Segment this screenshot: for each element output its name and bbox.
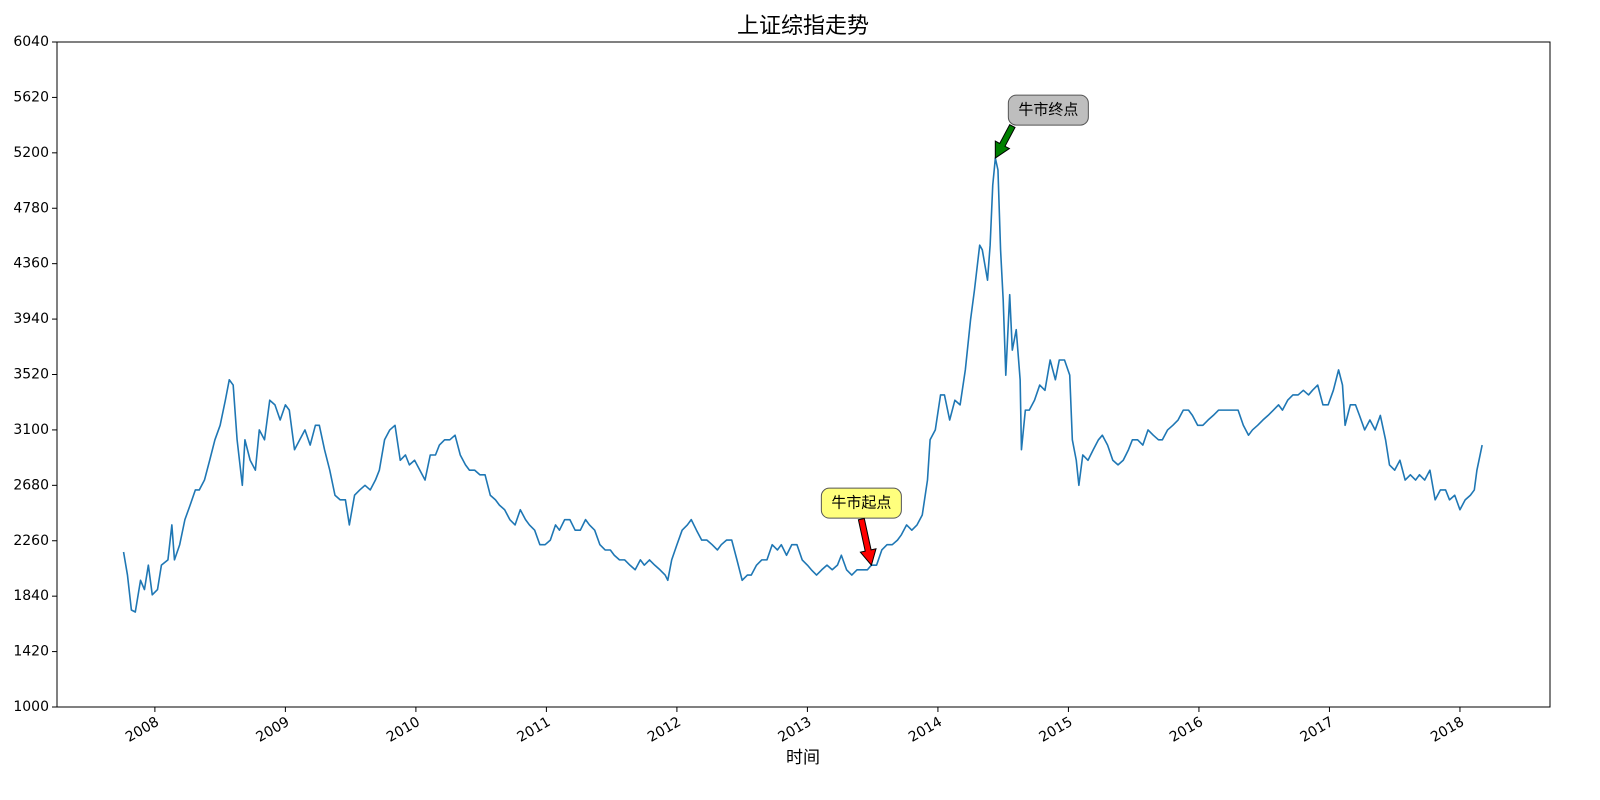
y-tick-label: 1420 xyxy=(13,644,49,660)
y-tick-label: 6040 xyxy=(13,34,49,50)
y-tick-label: 2680 xyxy=(13,477,49,493)
y-tick-label: 3100 xyxy=(13,422,49,438)
annotation-box xyxy=(1007,94,1089,126)
y-tick-label: 1840 xyxy=(13,588,49,604)
annotation-arrow xyxy=(994,124,1016,160)
y-tick-label: 2260 xyxy=(13,533,49,549)
y-tick-label: 5620 xyxy=(13,89,49,105)
annotation-text: 牛市起点 xyxy=(831,494,891,512)
chart-title: 上证综指走势 xyxy=(737,14,869,39)
plot-frame xyxy=(56,41,1551,708)
annotation: 牛市终点 xyxy=(994,94,1089,160)
y-tick-label: 3940 xyxy=(13,311,49,327)
y-tick-label: 1000 xyxy=(13,699,49,715)
annotation-arrow xyxy=(857,517,877,567)
y-tick-label: 4780 xyxy=(13,200,49,216)
annotation: 牛市起点 xyxy=(820,487,902,567)
y-tick-label: 4360 xyxy=(13,256,49,272)
annotation-box xyxy=(820,487,902,519)
annotation-text: 牛市终点 xyxy=(1018,101,1078,119)
y-tick-label: 5200 xyxy=(13,145,49,161)
x-axis-label: 时间 xyxy=(786,748,820,768)
price-line xyxy=(122,157,1483,613)
y-tick-label: 3520 xyxy=(13,367,49,383)
